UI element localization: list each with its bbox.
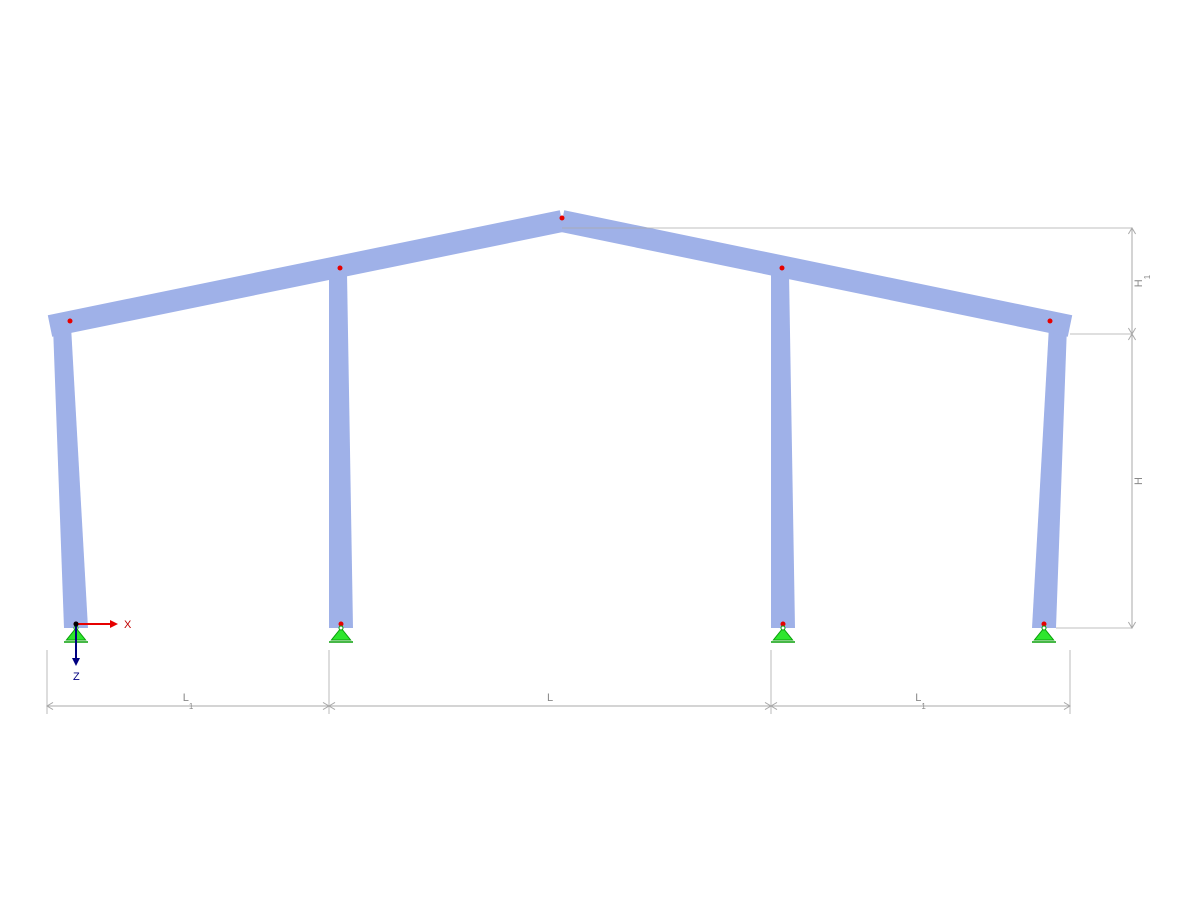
hinge-1 (68, 319, 73, 324)
axis-z-label: Z (73, 671, 80, 683)
hinge-5 (1048, 319, 1053, 324)
dim-h-label-2: L (547, 692, 553, 704)
hinge-4 (780, 266, 785, 271)
canvas-bg (0, 0, 1200, 900)
support-pin-3 (781, 626, 785, 630)
support-pin-2 (339, 626, 343, 630)
dim-v-label-1: H (1133, 477, 1145, 485)
hinge-2 (338, 266, 343, 271)
structural-diagram: XZL1LL1HH1 (0, 0, 1200, 900)
origin-dot (74, 622, 79, 627)
axis-x-label: X (124, 619, 132, 631)
hinge-3 (560, 216, 565, 221)
support-pin-4 (1042, 626, 1046, 630)
